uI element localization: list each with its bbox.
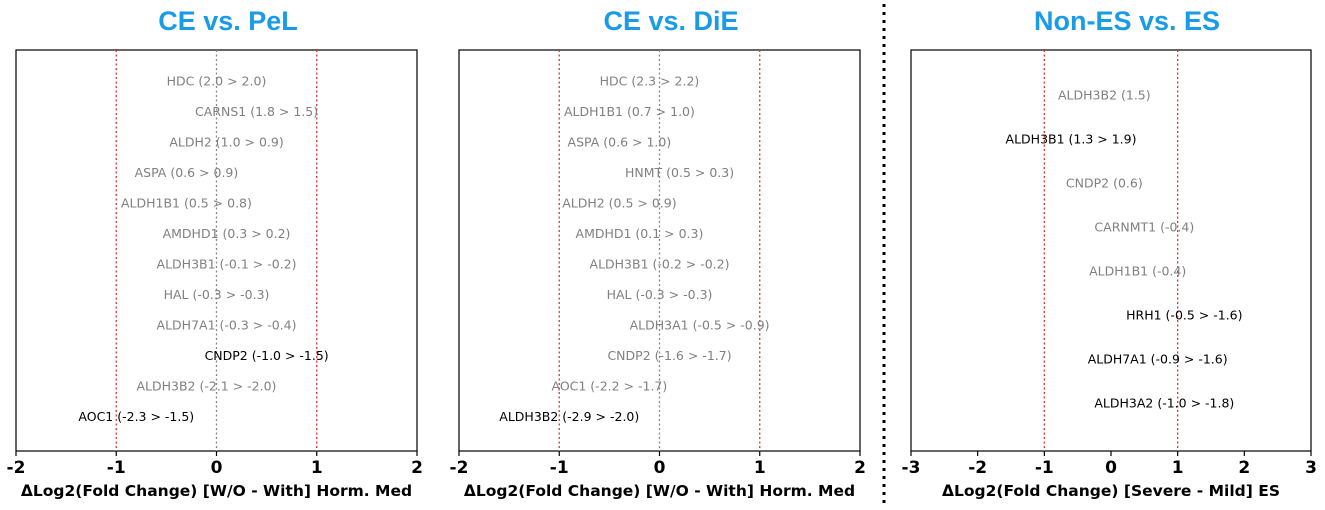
- gene-label: ALDH3B2 (1.5): [1058, 88, 1151, 103]
- x-tick-label: 3: [1305, 458, 1317, 478]
- x-tick-label: -1: [107, 458, 126, 478]
- x-axis-label: ΔLog2(Fold Change) [Severe - Mild] ES: [942, 482, 1280, 500]
- x-tick-label: -2: [968, 458, 987, 478]
- gene-label: ALDH3B2 (-2.9 > -2.0): [499, 409, 639, 424]
- gene-label: ASPA (0.6 > 1.0): [568, 135, 672, 150]
- gene-label: AMDHD1 (0.1 > 0.3): [576, 226, 704, 241]
- gene-label: ALDH3B2 (-2.1 > -2.0): [136, 379, 276, 394]
- gene-label: CARNS1 (1.8 > 1.5): [195, 104, 318, 119]
- plot-frame: [910, 49, 1312, 452]
- chart-panel-3: Non-ES vs. ES ALDH3B2 (1.5) ALDH3B1 (1.3 >…: [902, 6, 1317, 500]
- gene-label: HAL (-0.3 > -0.3): [607, 287, 713, 302]
- x-tick-label: -2: [450, 458, 469, 478]
- chart-title: Non-ES vs. ES: [1034, 6, 1220, 36]
- x-axis-label: ΔLog2(Fold Change) [W/O - With] Horm. Me…: [21, 482, 412, 500]
- gene-label: ALDH1B1 (0.7 > 1.0): [564, 104, 695, 119]
- x-tick-label: -2: [7, 458, 26, 478]
- x-tick-label: 2: [1238, 458, 1250, 478]
- chart-title: CE vs. DiE: [603, 6, 738, 36]
- gene-label: AOC1 (-2.2 > -1.7): [551, 379, 667, 394]
- gene-label: HDC (2.3 > 2.2): [600, 74, 700, 89]
- gene-label: ALDH3B1 (-0.1 > -0.2): [157, 257, 297, 272]
- gene-label: HAL (-0.3 > -0.3): [164, 287, 270, 302]
- gene-label: ASPA (0.6 > 0.9): [135, 165, 239, 180]
- x-tick-label: -1: [1035, 458, 1054, 478]
- gene-label: AOC1 (-2.3 > -1.5): [78, 409, 194, 424]
- gene-label: ALDH2 (1.0 > 0.9): [169, 135, 283, 150]
- gene-label: CNDP2 (0.6): [1066, 176, 1143, 191]
- gene-label: AMDHD1 (0.3 > 0.2): [163, 226, 291, 241]
- chart-title: CE vs. PeL: [158, 6, 298, 36]
- x-tick-label: 2: [411, 458, 423, 478]
- gene-label: ALDH3B1 (-0.2 > -0.2): [590, 257, 730, 272]
- x-tick-label: 0: [654, 458, 666, 478]
- gene-label: ALDH7A1 (-0.9 > -1.6): [1088, 352, 1228, 367]
- gene-label: HNMT (0.5 > 0.3): [625, 165, 734, 180]
- gene-label: ALDH3A2 (-1.0 > -1.8): [1094, 396, 1234, 411]
- x-axis-label: ΔLog2(Fold Change) [W/O - With] Horm. Me…: [464, 482, 855, 500]
- chart-panel-1: CE vs. PeL HDC (2.0 > 2.0) CARNS1 (1.8 > 1…: [7, 6, 423, 500]
- chart-panel-2: CE vs. DiE HDC (2.3 > 2.2) ALDH1B1 (0.7 > …: [450, 6, 866, 500]
- x-tick-label: -3: [902, 458, 921, 478]
- gene-label: CARNMT1 (-0.4): [1094, 220, 1194, 235]
- x-tick-label: 1: [311, 458, 323, 478]
- gene-label: ALDH3B1 (1.3 > 1.9): [1006, 132, 1137, 147]
- x-tick-label: 1: [754, 458, 766, 478]
- gene-label: HRH1 (-0.5 > -1.6): [1126, 308, 1242, 323]
- gene-label: ALDH2 (0.5 > 0.9): [562, 196, 676, 211]
- gene-label: HDC (2.0 > 2.0): [167, 74, 267, 89]
- gene-label: ALDH1B1 (-0.4): [1089, 264, 1186, 279]
- x-tick-label: 2: [854, 458, 866, 478]
- x-tick-label: -1: [550, 458, 569, 478]
- x-tick-label: 0: [1105, 458, 1117, 478]
- gene-label: CNDP2 (-1.6 > -1.7): [607, 348, 731, 363]
- x-tick-label: 1: [1172, 458, 1184, 478]
- gene-label: ALDH1B1 (0.5 > 0.8): [121, 196, 252, 211]
- gene-label: ALDH7A1 (-0.3 > -0.4): [157, 318, 297, 333]
- gene-label: ALDH3A1 (-0.5 > -0.9): [630, 318, 770, 333]
- gene-label: CNDP2 (-1.0 > -1.5): [205, 348, 329, 363]
- x-tick-label: 0: [211, 458, 223, 478]
